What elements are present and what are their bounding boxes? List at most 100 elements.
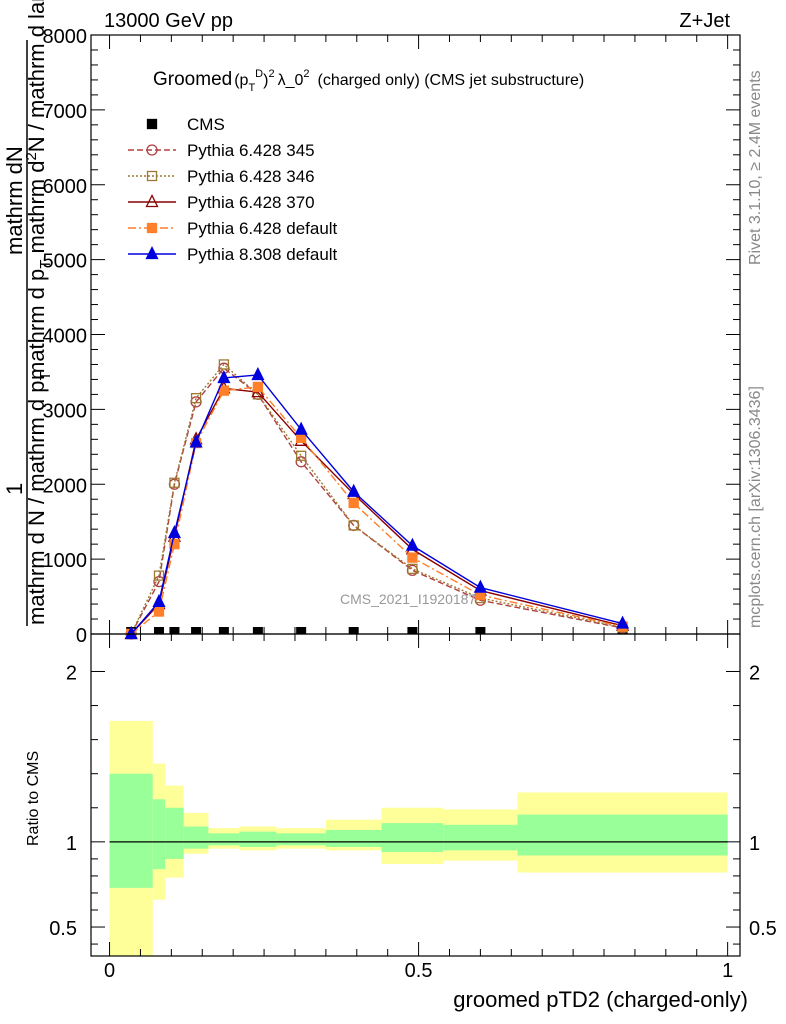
data-point [169, 539, 180, 550]
ratio-stat-band [517, 814, 728, 856]
legend-marker [145, 246, 159, 260]
legend-entry: Pythia 8.308 default [128, 245, 338, 264]
y-tick-label: 6000 [43, 176, 88, 198]
legend-marker [146, 118, 158, 130]
data-point [407, 563, 418, 575]
y-tick-label: 1000 [43, 550, 88, 572]
series-line [130, 387, 623, 635]
header-process: 13000 GeV pp [104, 10, 233, 32]
y-label-numerator: mathrm dN [2, 146, 27, 255]
data-point [153, 570, 165, 581]
ratio-stat-band [239, 831, 277, 847]
legend-marker [146, 222, 158, 234]
ratio-y-tick-label-right: 1 [749, 833, 760, 855]
data-point [167, 524, 181, 539]
y-tick-label: 4000 [43, 326, 88, 348]
legend-entry: Pythia 6.428 default [128, 219, 338, 238]
y-tick-label: 5000 [43, 251, 88, 273]
x-tick-label: 0.5 [405, 960, 433, 982]
y-label-denominator-2: mathrm d pT mathrm d2N / mathrm d lambda [23, 0, 54, 380]
data-point [405, 537, 419, 551]
ratio-stat-band [276, 833, 326, 846]
ratio-plot-axes: 0.5 0.5 1 1 2 2 0 0.5 1 [49, 634, 777, 982]
ratio-y-tick-label: 1 [66, 833, 77, 855]
data-point [152, 593, 166, 607]
ratio-stat-band [183, 826, 209, 849]
series-line [130, 367, 623, 635]
data-point [217, 369, 231, 384]
data-point [296, 627, 307, 634]
header-final-state: Z+Jet [679, 10, 730, 32]
y-tick-label: 7000 [43, 101, 88, 123]
ratio-y-tick-label-right: 2 [749, 662, 760, 684]
ratio-stat-band [152, 799, 166, 870]
y-tick-label: 8000 [43, 26, 88, 48]
data-point [616, 615, 630, 629]
data-point [169, 477, 180, 488]
main-plot-axes: 0 1000 2000 3000 4000 5000 6000 7000 8000 [43, 26, 740, 647]
main-plot-content [124, 359, 630, 640]
data-point [252, 381, 264, 393]
legend-label: Pythia 8.308 default [187, 245, 338, 264]
rivet-version-label: Rivet 3.1.10, ≥ 2.4M events [747, 70, 764, 265]
x-tick-label: 0 [104, 960, 115, 982]
series-line [130, 386, 623, 635]
legend-entry: Pythia 6.428 370 [128, 193, 315, 212]
ratio-y-tick-label: 0.5 [49, 918, 77, 940]
data-point [153, 606, 165, 617]
data-point [191, 627, 202, 634]
data-point [252, 627, 263, 634]
data-point [295, 456, 307, 468]
ratio-stat-band [165, 807, 184, 859]
data-point [473, 579, 487, 593]
legend-entry: CMS [146, 115, 225, 134]
legend-marker [146, 170, 158, 182]
ratio-stat-band [443, 824, 518, 851]
main-plot-panel: 0 1000 2000 3000 4000 5000 6000 7000 8000 [43, 26, 741, 647]
data-point [218, 627, 229, 634]
mcplots-label: mcplots.cern.ch [arXiv:1306.3436] [747, 386, 764, 628]
y-label-one: 1 [2, 483, 27, 495]
data-point [348, 497, 359, 509]
legend-marker [146, 144, 158, 156]
data-point [218, 385, 230, 396]
y-tick-label: 3000 [43, 400, 88, 422]
data-point [296, 450, 307, 461]
legend-label: Pythia 6.428 default [187, 219, 338, 238]
data-point [169, 627, 180, 634]
legend: CMS Pythia 6.428 345 Pythia 6.428 346 Pythi… [128, 115, 338, 264]
data-point [190, 392, 202, 404]
y-tick-label: 0 [76, 625, 87, 647]
x-tick-label: 1 [722, 960, 733, 982]
data-point [347, 483, 361, 497]
ratio-plot-content [109, 720, 728, 956]
data-point [251, 366, 265, 381]
data-point [153, 627, 164, 634]
data-point [294, 421, 308, 435]
ratio-stat-band [325, 829, 382, 847]
series-6 [124, 366, 630, 640]
series-1 [126, 627, 628, 634]
ratio-y-tick-label: 2 [66, 662, 77, 684]
data-point [124, 626, 138, 640]
ratio-stat-band [109, 773, 153, 888]
legend-marker [145, 194, 159, 208]
data-point [218, 359, 230, 370]
data-point [348, 627, 359, 634]
x-axis-label: groomed pTD2 (charged-only) [453, 987, 748, 1012]
plot-title: Groomed (pTD)2 λ_02 (charged only) (CMS jet… [153, 68, 584, 94]
legend-label: Pythia 6.428 346 [187, 167, 315, 186]
legend-label: CMS [187, 115, 225, 134]
ratio-y-tick-label-right: 0.5 [749, 918, 777, 940]
legend-label: Pythia 6.428 370 [187, 193, 315, 212]
ratio-y-axis-label: Ratio to CMS [25, 751, 42, 846]
ratio-plot-panel: 0.5 0.5 1 1 2 2 0 0.5 1 [49, 633, 777, 982]
main-y-axis-label: mathrm dN 1 mathrm d N / mathrm d pT mat… [2, 0, 54, 626]
ratio-stat-band [381, 823, 444, 853]
legend-entry: Pythia 6.428 345 [128, 141, 315, 160]
data-point [189, 434, 203, 448]
data-point [348, 520, 359, 531]
legend-entry: Pythia 6.428 346 [128, 167, 315, 186]
legend-label: Pythia 6.428 345 [187, 141, 315, 160]
